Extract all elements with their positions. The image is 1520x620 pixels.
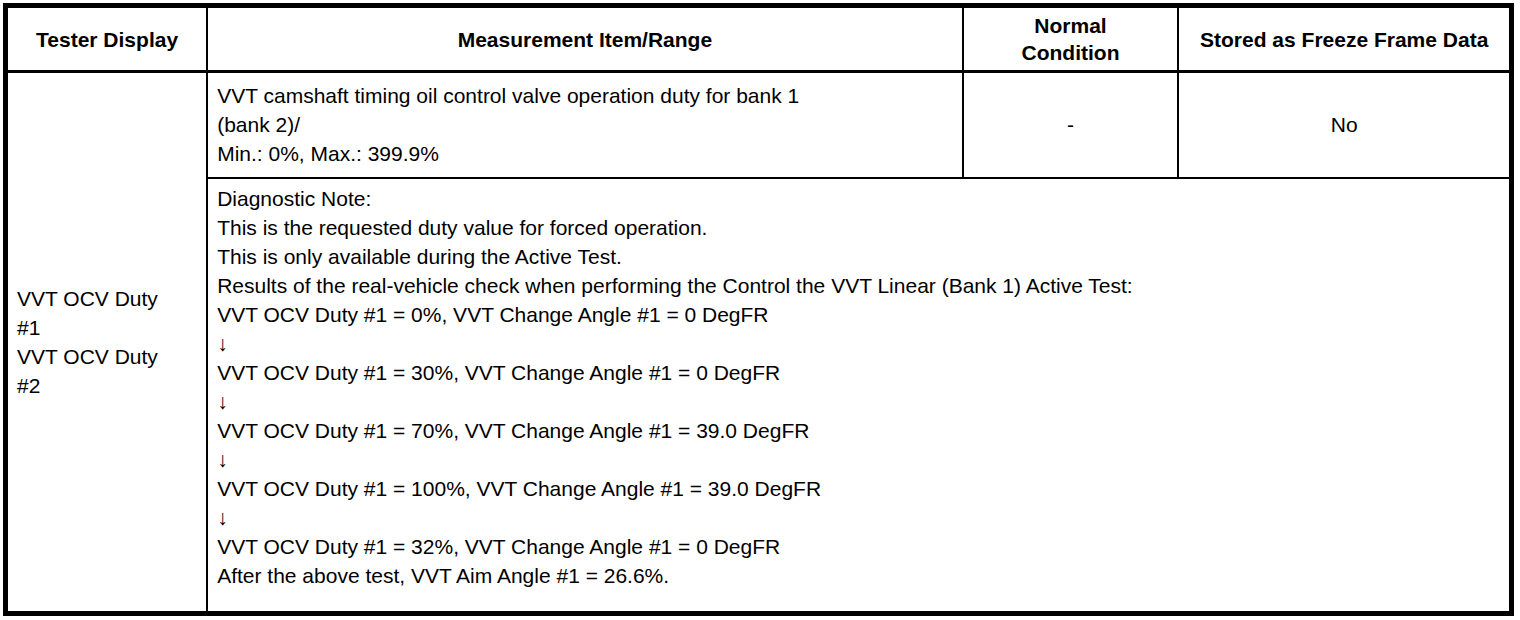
measurement-line: (bank 2)/ (217, 110, 954, 139)
table-header-row: Tester Display Measurement Item/Range No… (6, 6, 1512, 72)
diagnostic-note-line: This is only available during the Active… (217, 242, 1501, 271)
col-header-tester-display-label: Tester Display (8, 26, 206, 53)
col-header-measurement-item-range-label: Measurement Item/Range (208, 26, 962, 53)
diagnostic-note-line: ↓ (217, 329, 1501, 358)
diagnostic-note-line: VVT OCV Duty #1 = 70%, VVT Change Angle … (217, 416, 1501, 445)
col-header-normal-condition-label: Normal Condition (1006, 12, 1136, 66)
col-header-measurement-item-range: Measurement Item/Range (207, 6, 963, 72)
diagnostic-note-line: ↓ (217, 445, 1501, 474)
cell-tester-display: VVT OCV Duty #1VVT OCV Duty #2 (6, 72, 208, 614)
table-row-measurement: VVT OCV Duty #1VVT OCV Duty #2 VVT camsh… (6, 72, 1512, 178)
cell-measurement-item-range: VVT camshaft timing oil control valve op… (207, 72, 963, 178)
col-header-normal-condition: Normal Condition (963, 6, 1179, 72)
diagnostic-note-line: ↓ (217, 503, 1501, 532)
tester-display-items: VVT OCV Duty #1VVT OCV Duty #2 (8, 284, 179, 400)
diagnostic-note-line: VVT OCV Duty #1 = 0%, VVT Change Angle #… (217, 300, 1501, 329)
cell-normal-condition: - (963, 72, 1179, 178)
diagnostic-note-line: VVT OCV Duty #1 = 100%, VVT Change Angle… (217, 474, 1501, 503)
measurement-line: VVT camshaft timing oil control valve op… (217, 81, 954, 110)
diagnostic-note-line: VVT OCV Duty #1 = 32%, VVT Change Angle … (217, 532, 1501, 561)
tester-display-item: VVT OCV Duty #1 (17, 284, 179, 342)
diagnostic-note-line: This is the requested duty value for for… (217, 213, 1501, 242)
cell-diagnostic-note: Diagnostic Note:This is the requested du… (207, 178, 1511, 614)
col-header-freeze-frame-data-label: Stored as Freeze Frame Data (1198, 26, 1490, 53)
diagnostic-note-line: After the above test, VVT Aim Angle #1 =… (217, 561, 1501, 590)
diagnostic-note-line: Diagnostic Note: (217, 184, 1501, 213)
diagnostic-note-line: ↓ (217, 387, 1501, 416)
diagnostic-note-line: VVT OCV Duty #1 = 30%, VVT Change Angle … (217, 358, 1501, 387)
diagnostic-note-line: Results of the real-vehicle check when p… (217, 271, 1501, 300)
cell-freeze-frame-data: No (1178, 72, 1511, 178)
tester-display-item: VVT OCV Duty #2 (17, 342, 179, 400)
col-header-freeze-frame-data: Stored as Freeze Frame Data (1178, 6, 1511, 72)
diagnostic-data-table: Tester Display Measurement Item/Range No… (3, 3, 1514, 616)
measurement-line: Min.: 0%, Max.: 399.9% (217, 139, 954, 168)
manual-page: Tester Display Measurement Item/Range No… (0, 0, 1520, 620)
col-header-tester-display: Tester Display (6, 6, 208, 72)
diagnostic-note-text: Diagnostic Note:This is the requested du… (208, 179, 1509, 596)
table-row-diagnostic-note: Diagnostic Note:This is the requested du… (6, 178, 1512, 614)
measurement-item-range-text: VVT camshaft timing oil control valve op… (208, 73, 962, 174)
